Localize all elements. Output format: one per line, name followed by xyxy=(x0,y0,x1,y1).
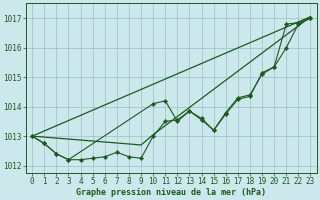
X-axis label: Graphe pression niveau de la mer (hPa): Graphe pression niveau de la mer (hPa) xyxy=(76,188,266,197)
